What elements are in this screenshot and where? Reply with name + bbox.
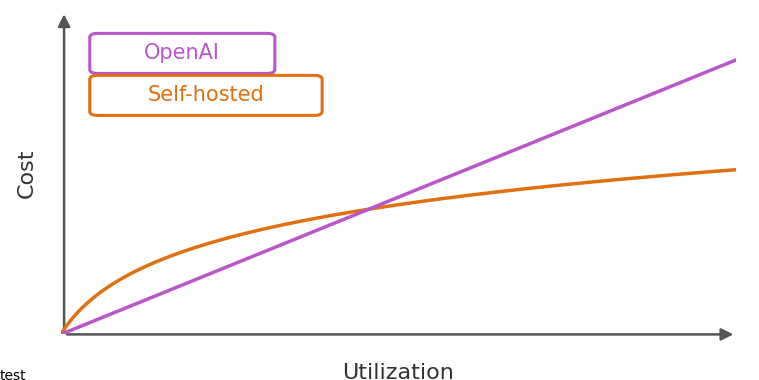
Text: Utilization: Utilization — [342, 363, 455, 380]
Text: OpenAI: OpenAI — [144, 43, 220, 63]
FancyBboxPatch shape — [90, 33, 275, 73]
Text: Self-hosted: Self-hosted — [147, 86, 264, 105]
Text: Cost: Cost — [17, 148, 37, 198]
FancyBboxPatch shape — [90, 75, 322, 116]
Text: test: test — [0, 369, 27, 380]
